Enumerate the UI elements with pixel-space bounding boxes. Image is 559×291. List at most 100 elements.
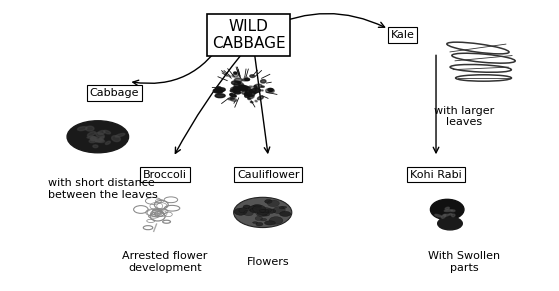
Text: Cauliflower: Cauliflower xyxy=(237,170,300,180)
Ellipse shape xyxy=(266,88,274,93)
Ellipse shape xyxy=(456,75,511,81)
Ellipse shape xyxy=(214,89,222,93)
Ellipse shape xyxy=(254,204,261,207)
Ellipse shape xyxy=(280,207,284,209)
Ellipse shape xyxy=(250,88,260,93)
Ellipse shape xyxy=(247,79,249,80)
Ellipse shape xyxy=(100,136,104,139)
Ellipse shape xyxy=(430,199,464,220)
Ellipse shape xyxy=(239,87,247,91)
Ellipse shape xyxy=(452,214,455,217)
Ellipse shape xyxy=(442,214,446,218)
Ellipse shape xyxy=(234,72,237,74)
Ellipse shape xyxy=(244,86,247,87)
Ellipse shape xyxy=(255,100,257,102)
Ellipse shape xyxy=(265,200,272,203)
Circle shape xyxy=(234,197,292,228)
Ellipse shape xyxy=(232,74,238,77)
Ellipse shape xyxy=(217,87,221,89)
Ellipse shape xyxy=(259,207,271,213)
Ellipse shape xyxy=(259,210,266,212)
Ellipse shape xyxy=(87,132,96,136)
Ellipse shape xyxy=(264,210,276,213)
Ellipse shape xyxy=(280,211,291,217)
Ellipse shape xyxy=(240,85,248,90)
Ellipse shape xyxy=(253,207,263,214)
Ellipse shape xyxy=(281,206,287,208)
Ellipse shape xyxy=(254,86,257,88)
Ellipse shape xyxy=(444,210,452,212)
Ellipse shape xyxy=(435,214,442,217)
Ellipse shape xyxy=(230,89,240,92)
Ellipse shape xyxy=(451,210,455,212)
Ellipse shape xyxy=(443,214,449,216)
Ellipse shape xyxy=(253,205,266,213)
Circle shape xyxy=(67,121,129,153)
Ellipse shape xyxy=(234,91,240,94)
Ellipse shape xyxy=(98,131,105,134)
Ellipse shape xyxy=(245,90,255,96)
Ellipse shape xyxy=(91,136,96,141)
Ellipse shape xyxy=(257,213,267,216)
Ellipse shape xyxy=(228,98,234,100)
Ellipse shape xyxy=(243,87,250,90)
Ellipse shape xyxy=(449,213,452,215)
Ellipse shape xyxy=(238,82,240,84)
Ellipse shape xyxy=(265,209,276,213)
Ellipse shape xyxy=(244,210,253,216)
Ellipse shape xyxy=(78,127,87,131)
Ellipse shape xyxy=(258,96,263,100)
Text: Broccoli: Broccoli xyxy=(143,170,187,180)
Ellipse shape xyxy=(115,134,125,137)
Ellipse shape xyxy=(250,75,255,77)
Ellipse shape xyxy=(241,91,247,94)
Ellipse shape xyxy=(249,86,253,87)
Ellipse shape xyxy=(87,136,98,139)
Ellipse shape xyxy=(96,132,105,138)
Text: Flowers: Flowers xyxy=(247,257,290,267)
Ellipse shape xyxy=(91,137,96,141)
Ellipse shape xyxy=(452,53,515,63)
Text: With Swollen
parts: With Swollen parts xyxy=(428,251,500,273)
Ellipse shape xyxy=(216,88,225,92)
Ellipse shape xyxy=(255,90,257,91)
Ellipse shape xyxy=(255,216,263,221)
Ellipse shape xyxy=(215,94,225,98)
Ellipse shape xyxy=(254,84,262,88)
Ellipse shape xyxy=(238,85,247,90)
Ellipse shape xyxy=(243,86,248,89)
Ellipse shape xyxy=(248,95,254,99)
Ellipse shape xyxy=(447,42,509,54)
Ellipse shape xyxy=(234,78,242,82)
Circle shape xyxy=(438,217,462,230)
Ellipse shape xyxy=(239,86,243,88)
Ellipse shape xyxy=(230,94,236,97)
Ellipse shape xyxy=(244,92,252,96)
Ellipse shape xyxy=(254,92,256,93)
Ellipse shape xyxy=(250,102,253,103)
Ellipse shape xyxy=(445,207,449,210)
Ellipse shape xyxy=(262,90,263,91)
Ellipse shape xyxy=(243,205,250,209)
Ellipse shape xyxy=(273,207,285,214)
Ellipse shape xyxy=(248,98,250,100)
Ellipse shape xyxy=(97,140,105,143)
Ellipse shape xyxy=(252,205,262,209)
Ellipse shape xyxy=(103,130,111,134)
Ellipse shape xyxy=(260,80,266,83)
Ellipse shape xyxy=(245,87,251,91)
Ellipse shape xyxy=(95,139,103,142)
Text: Kale: Kale xyxy=(391,30,414,40)
Ellipse shape xyxy=(106,141,110,144)
Ellipse shape xyxy=(89,139,97,143)
Ellipse shape xyxy=(234,82,244,88)
Ellipse shape xyxy=(262,213,269,216)
Ellipse shape xyxy=(236,86,245,91)
Ellipse shape xyxy=(231,81,240,85)
Text: with short distance
between the leaves: with short distance between the leaves xyxy=(48,178,157,200)
Ellipse shape xyxy=(112,136,120,142)
Ellipse shape xyxy=(239,208,248,213)
Ellipse shape xyxy=(261,210,269,212)
Ellipse shape xyxy=(232,88,241,92)
Ellipse shape xyxy=(230,98,237,101)
